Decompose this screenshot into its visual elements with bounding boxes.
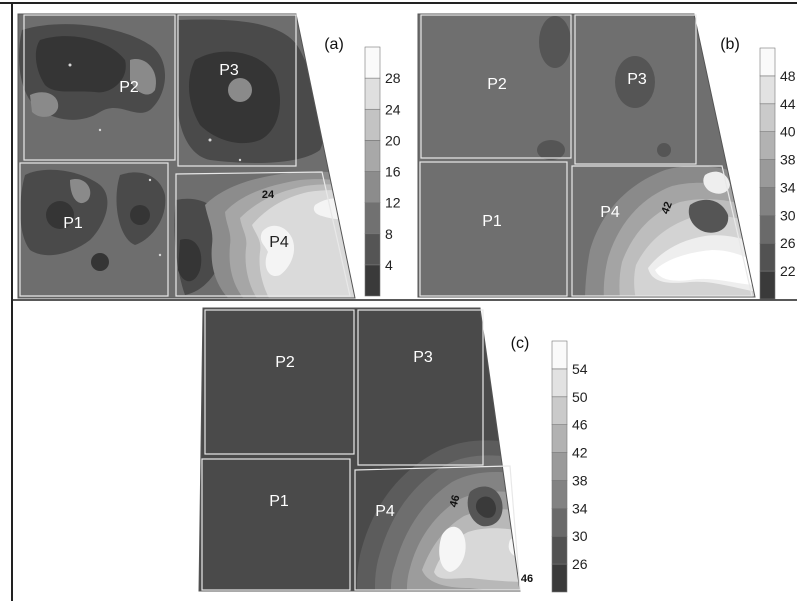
panel-a: P2 P3 P1 P4 24 (a) 4 8 12 16 20 24 28	[17, 13, 401, 299]
panel-c-plot-boundaries	[201, 309, 521, 591]
panel-a-map	[18, 14, 355, 298]
panel-b-map	[418, 14, 755, 297]
plot-label-p4-c: P4	[375, 503, 395, 520]
plot-label-p2-c: P2	[275, 354, 295, 371]
colorbar-tick-label: 40	[780, 124, 796, 140]
colorbar-tick-label: 30	[572, 528, 588, 544]
colorbar-band	[364, 202, 381, 235]
colorbar-band	[759, 242, 776, 272]
colorbar-b: 22 26 30 34 38 40 44 48	[759, 47, 796, 300]
colorbar-band	[364, 233, 381, 266]
colorbar-tick-label: 50	[572, 389, 588, 405]
colorbar-band	[551, 480, 568, 509]
plot-label-p2-b: P2	[487, 76, 507, 93]
colorbar-a: 4 8 12 16 20 24 28	[364, 46, 401, 297]
panel-label-b: (b)	[720, 36, 740, 53]
colorbar-tick-label: 30	[780, 207, 796, 223]
colorbar-band	[759, 75, 776, 105]
colorbar-band	[551, 508, 568, 537]
colorbar-tick-label: 16	[385, 164, 401, 180]
colorbar-band	[759, 270, 776, 300]
panel-a-plot-boundaries	[19, 14, 351, 297]
colorbar-tick-label: 38	[572, 472, 588, 488]
contour-label-b: 42	[659, 200, 674, 216]
colorbar-tick-label: 12	[385, 195, 401, 211]
colorbar-band	[759, 103, 776, 132]
colorbar-tick-label: 42	[572, 445, 588, 461]
colorbar-tick-label: 46	[572, 417, 588, 433]
colorbar-tick-label: 54	[572, 361, 588, 377]
plot-label-p1-a: P1	[63, 215, 83, 232]
colorbar-band	[759, 131, 776, 160]
colorbar-tick-label: 34	[572, 500, 588, 516]
colorbar-tick-label: 20	[385, 132, 401, 148]
colorbar-band	[364, 264, 381, 297]
plot-label-p1-b: P1	[482, 213, 502, 230]
colorbar-band	[551, 368, 568, 398]
colorbar-band	[364, 77, 381, 110]
panel-label-a: (a)	[324, 36, 344, 53]
panel-c: P2 P3 P1 P4 46 46 (c) 26 30 34 38 42 46 50 54	[198, 307, 588, 593]
colorbar-band	[551, 340, 568, 370]
plot-label-p3-c: P3	[413, 349, 433, 366]
colorbar-c: 26 30 34 38 42 46 50 54	[551, 340, 588, 593]
plot-label-p2-a: P2	[119, 79, 139, 96]
panel-label-c: (c)	[511, 335, 530, 352]
colorbar-band	[759, 215, 776, 244]
colorbar-tick-label: 44	[780, 96, 796, 112]
colorbar-band	[364, 46, 381, 79]
colorbar-band	[551, 563, 568, 593]
colorbar-band	[759, 47, 776, 77]
colorbar-tick-label: 26	[780, 235, 796, 251]
plot-label-p3-a: P3	[219, 62, 239, 79]
colorbar-band	[551, 424, 568, 453]
colorbar-tick-label: 26	[572, 556, 588, 572]
panel-b-plot-boundaries	[419, 14, 753, 297]
colorbar-tick-label: 8	[385, 226, 393, 242]
colorbar-band	[551, 535, 568, 565]
plot-label-p4-a: P4	[269, 234, 289, 251]
colorbar-tick-label: 34	[780, 179, 796, 195]
colorbar-tick-label: 22	[780, 263, 796, 279]
colorbar-band	[551, 452, 568, 481]
colorbar-band	[364, 108, 381, 141]
colorbar-band	[364, 140, 381, 172]
colorbar-tick-label: 4	[385, 257, 393, 273]
colorbar-tick-label: 38	[780, 152, 796, 168]
contour-label-a: 24	[262, 189, 275, 201]
colorbar-tick-label: 48	[780, 68, 796, 84]
colorbar-tick-label: 28	[385, 70, 401, 86]
panel-b: P2 P3 P1 P4 42 (b) 22 26 30 34 38 40 44 48	[417, 13, 796, 300]
colorbar-band	[759, 187, 776, 216]
plot-label-p1-c: P1	[269, 493, 289, 510]
colorbar-tick-label: 24	[385, 101, 401, 117]
plot-label-p4-b: P4	[600, 204, 620, 221]
contour-label-c-2: 46	[521, 573, 533, 585]
panel-c-map	[199, 308, 520, 591]
colorbar-band	[551, 396, 568, 425]
plot-label-p3-b: P3	[627, 71, 647, 88]
colorbar-band	[759, 159, 776, 188]
contour-label-c-1: 46	[448, 494, 463, 509]
colorbar-band	[364, 171, 381, 203]
